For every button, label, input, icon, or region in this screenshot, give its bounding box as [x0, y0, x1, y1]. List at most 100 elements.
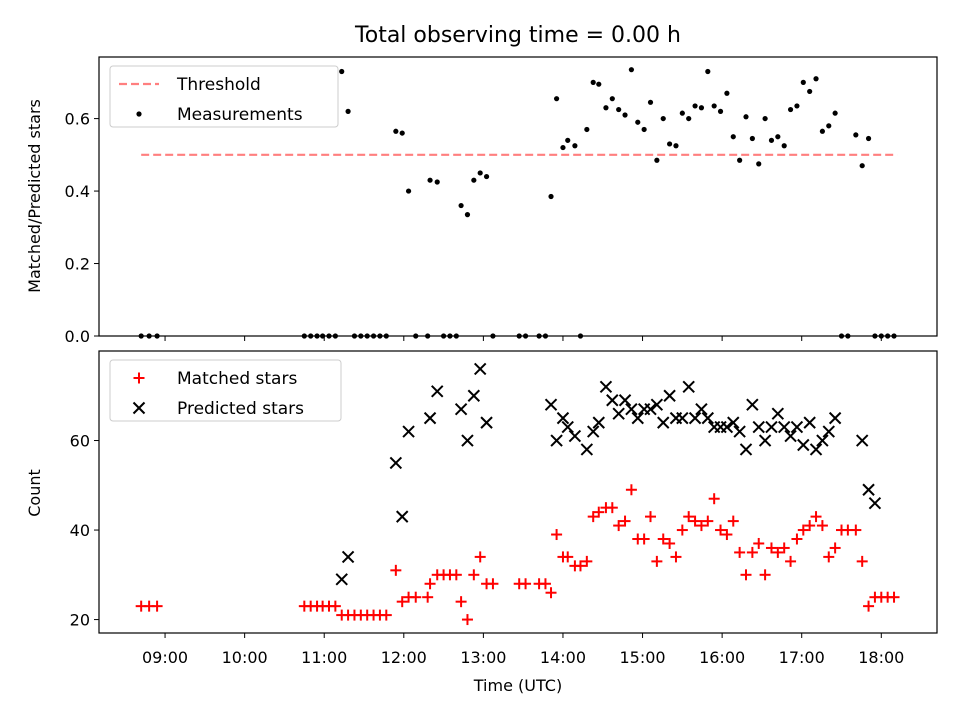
measurements-point: [464, 212, 471, 218]
x-tick-label: 12:00: [381, 648, 427, 667]
predicted-stars-point: [771, 407, 785, 420]
matched-stars-point: [551, 529, 563, 541]
measurements-point: [596, 81, 602, 87]
measurements-point: [865, 135, 872, 142]
predicted-stars-point-b: [568, 429, 582, 443]
predicted-stars-point-b: [461, 434, 474, 447]
measurements-point: [345, 108, 351, 114]
count-legend-matched-stars-label: Matched stars: [177, 369, 297, 389]
matched-stars-point: [664, 537, 676, 549]
measurements-point: [654, 157, 660, 163]
predicted-stars-point: [556, 411, 570, 425]
predicted-stars-point-b: [752, 420, 765, 434]
predicted-stars-point-b: [631, 411, 644, 425]
predicted-stars-point-b: [727, 416, 740, 429]
predicted-stars-point: [467, 389, 481, 402]
predicted-stars-point: [568, 429, 582, 443]
matched-stars-point: [888, 591, 900, 603]
predicted-stars-point: [423, 411, 437, 425]
matched-stars-point: [613, 520, 625, 532]
measurements-point: [647, 99, 654, 105]
matched-stars-point: [689, 515, 701, 527]
predicted-stars-point-b: [618, 394, 632, 407]
predicted-stars-point-b: [592, 416, 605, 429]
matched-stars-point: [695, 520, 707, 532]
x-tick-label: 13:00: [460, 648, 506, 667]
matched-stars-point: [715, 524, 727, 536]
matched-stars-point: [810, 511, 822, 523]
predicted-stars-point-b: [695, 402, 708, 416]
ratio-y-tick-label: 0.0: [65, 327, 90, 346]
measurements-point: [781, 143, 787, 149]
count-legend-predicted-stars-swatch-b: [132, 401, 146, 415]
matched-stars-point: [468, 569, 480, 581]
measurements-point: [483, 173, 490, 180]
measurements-point: [826, 123, 832, 129]
ratio-plot-frame: [98, 56, 938, 337]
measurements-point: [768, 137, 775, 143]
predicted-stars-point: [676, 411, 689, 425]
predicted-stars-point: [480, 416, 493, 429]
matched-stars-point: [461, 614, 473, 626]
measurements-point: [800, 79, 806, 85]
count-legend-box: [109, 359, 342, 422]
matched-stars-point: [850, 524, 862, 536]
matched-stars-point: [410, 591, 422, 603]
ratio-legend: Threshold Measurements: [109, 65, 339, 128]
matched-stars-point: [683, 511, 695, 523]
measurements-point: [673, 143, 679, 149]
measurements-point: [775, 134, 781, 140]
matched-stars-point: [606, 502, 618, 514]
predicted-stars-point-b: [625, 402, 638, 416]
predicted-stars-point: [335, 573, 348, 586]
predicted-stars-point: [461, 434, 474, 447]
count-y-tick-label: 40: [70, 521, 90, 540]
matched-stars-point: [574, 560, 586, 572]
predicted-stars-point-b: [733, 425, 746, 438]
predicted-stars-point-b: [777, 420, 791, 434]
predicted-stars-point-b: [454, 402, 468, 416]
predicted-stars-point: [650, 398, 664, 411]
predicted-stars-point-b: [586, 425, 600, 438]
measurements-point: [859, 163, 865, 169]
measurements-point: [393, 128, 399, 134]
measurements-point: [616, 106, 622, 113]
predicted-stars-point-b: [335, 573, 348, 586]
matched-stars-point: [396, 596, 408, 608]
predicted-stars-point-b: [544, 398, 558, 411]
matched-stars-point: [797, 524, 809, 536]
predicted-stars-point: [809, 443, 823, 456]
measurements-point: [584, 126, 590, 133]
matched-stars-point: [785, 555, 797, 567]
count-panel: 20 40 60 09:00 10:00 11:00 12:00 13:00 14:00 15:0…: [25, 350, 938, 695]
predicted-stars-point: [682, 380, 695, 394]
matched-stars-point: [778, 542, 790, 554]
matched-stars-point: [329, 600, 341, 612]
measurements-point: [692, 103, 698, 109]
matched-stars-point: [587, 511, 599, 523]
ratio-legend-box: [109, 65, 339, 128]
predicted-stars-point: [701, 411, 715, 425]
predicted-stars-point-b: [758, 434, 772, 447]
measurements-point: [756, 161, 762, 167]
predicted-stars-point-b: [720, 420, 734, 434]
matched-stars-point: [676, 524, 688, 536]
predicted-stars-point: [695, 402, 708, 416]
ratio-legend-measurements-label: Measurements: [177, 105, 303, 125]
predicted-stars-point: [606, 394, 619, 407]
measurements-point: [832, 110, 838, 116]
matched-stars-point: [765, 542, 777, 554]
ratio-legend-threshold-label: Threshold: [176, 75, 261, 95]
predicted-stars-point-b: [480, 416, 493, 429]
predicted-stars-point-b: [396, 510, 409, 523]
measurements-point: [698, 105, 705, 111]
predicted-stars-point-b: [803, 416, 816, 429]
measurements-point: [405, 188, 412, 194]
predicted-stars-point-b: [599, 380, 613, 394]
ratio-y-tick-label: 0.6: [65, 110, 90, 129]
predicted-stars-point: [586, 425, 600, 438]
predicted-stars-point: [561, 420, 574, 434]
measurements-point: [711, 103, 717, 109]
predicted-stars-point-b: [341, 550, 355, 564]
matched-stars-point: [645, 511, 657, 523]
